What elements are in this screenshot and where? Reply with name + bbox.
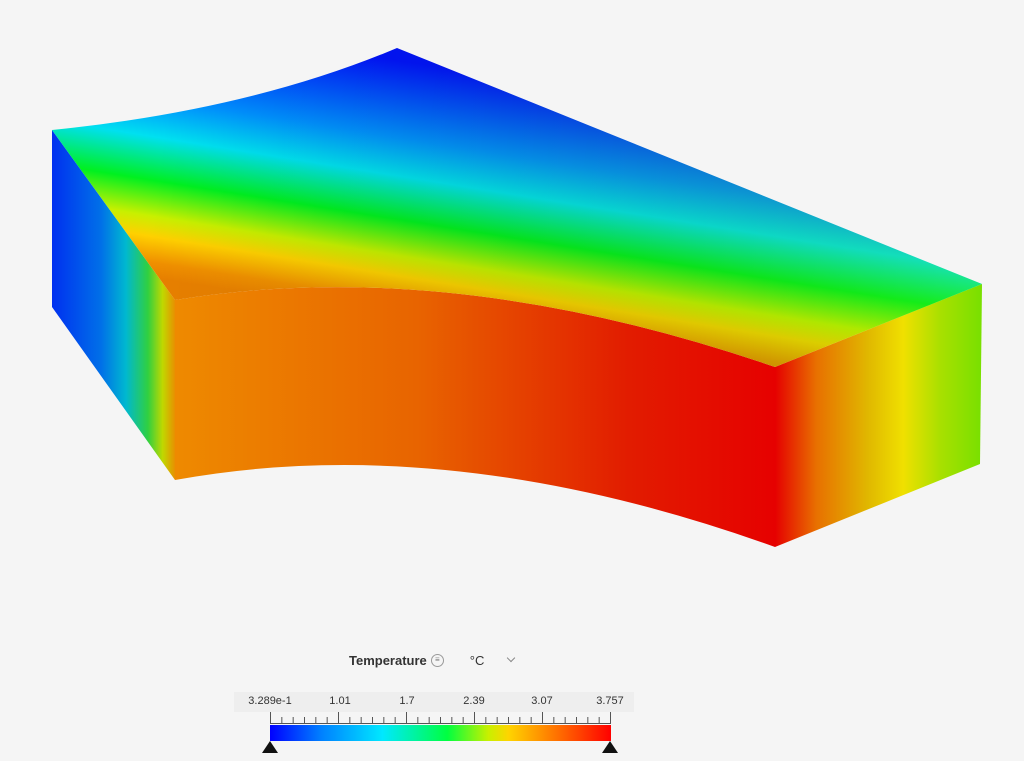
right-face <box>775 284 982 547</box>
left-face <box>52 130 175 480</box>
tick-label: 1.01 <box>329 695 351 707</box>
tick-label: 3.07 <box>531 695 553 707</box>
tick-label: 1.7 <box>399 695 415 707</box>
unit-value: °C <box>469 652 485 668</box>
scale-tick-labels: 3.289e-1 1.01 1.7 2.39 3.07 3.757 <box>234 692 634 710</box>
scale-ruler <box>270 712 611 724</box>
max-range-handle[interactable] <box>602 741 618 753</box>
tick-label: 3.757 <box>596 695 624 707</box>
min-range-handle[interactable] <box>262 741 278 753</box>
legend-title: Temperature <box>349 652 427 668</box>
tick-label: 2.39 <box>463 695 485 707</box>
color-scale-bar <box>270 725 611 741</box>
chevron-down-icon <box>507 653 516 663</box>
tick-label: 3.289e-1 <box>248 695 292 707</box>
scale-labels-background <box>234 692 634 712</box>
menu-lines-icon[interactable]: ≡ <box>430 653 444 667</box>
legend-header: Temperature ≡ °C <box>336 643 546 677</box>
front-face <box>175 287 775 547</box>
unit-dropdown[interactable]: °C <box>469 652 516 668</box>
top-face-shade <box>52 48 982 367</box>
